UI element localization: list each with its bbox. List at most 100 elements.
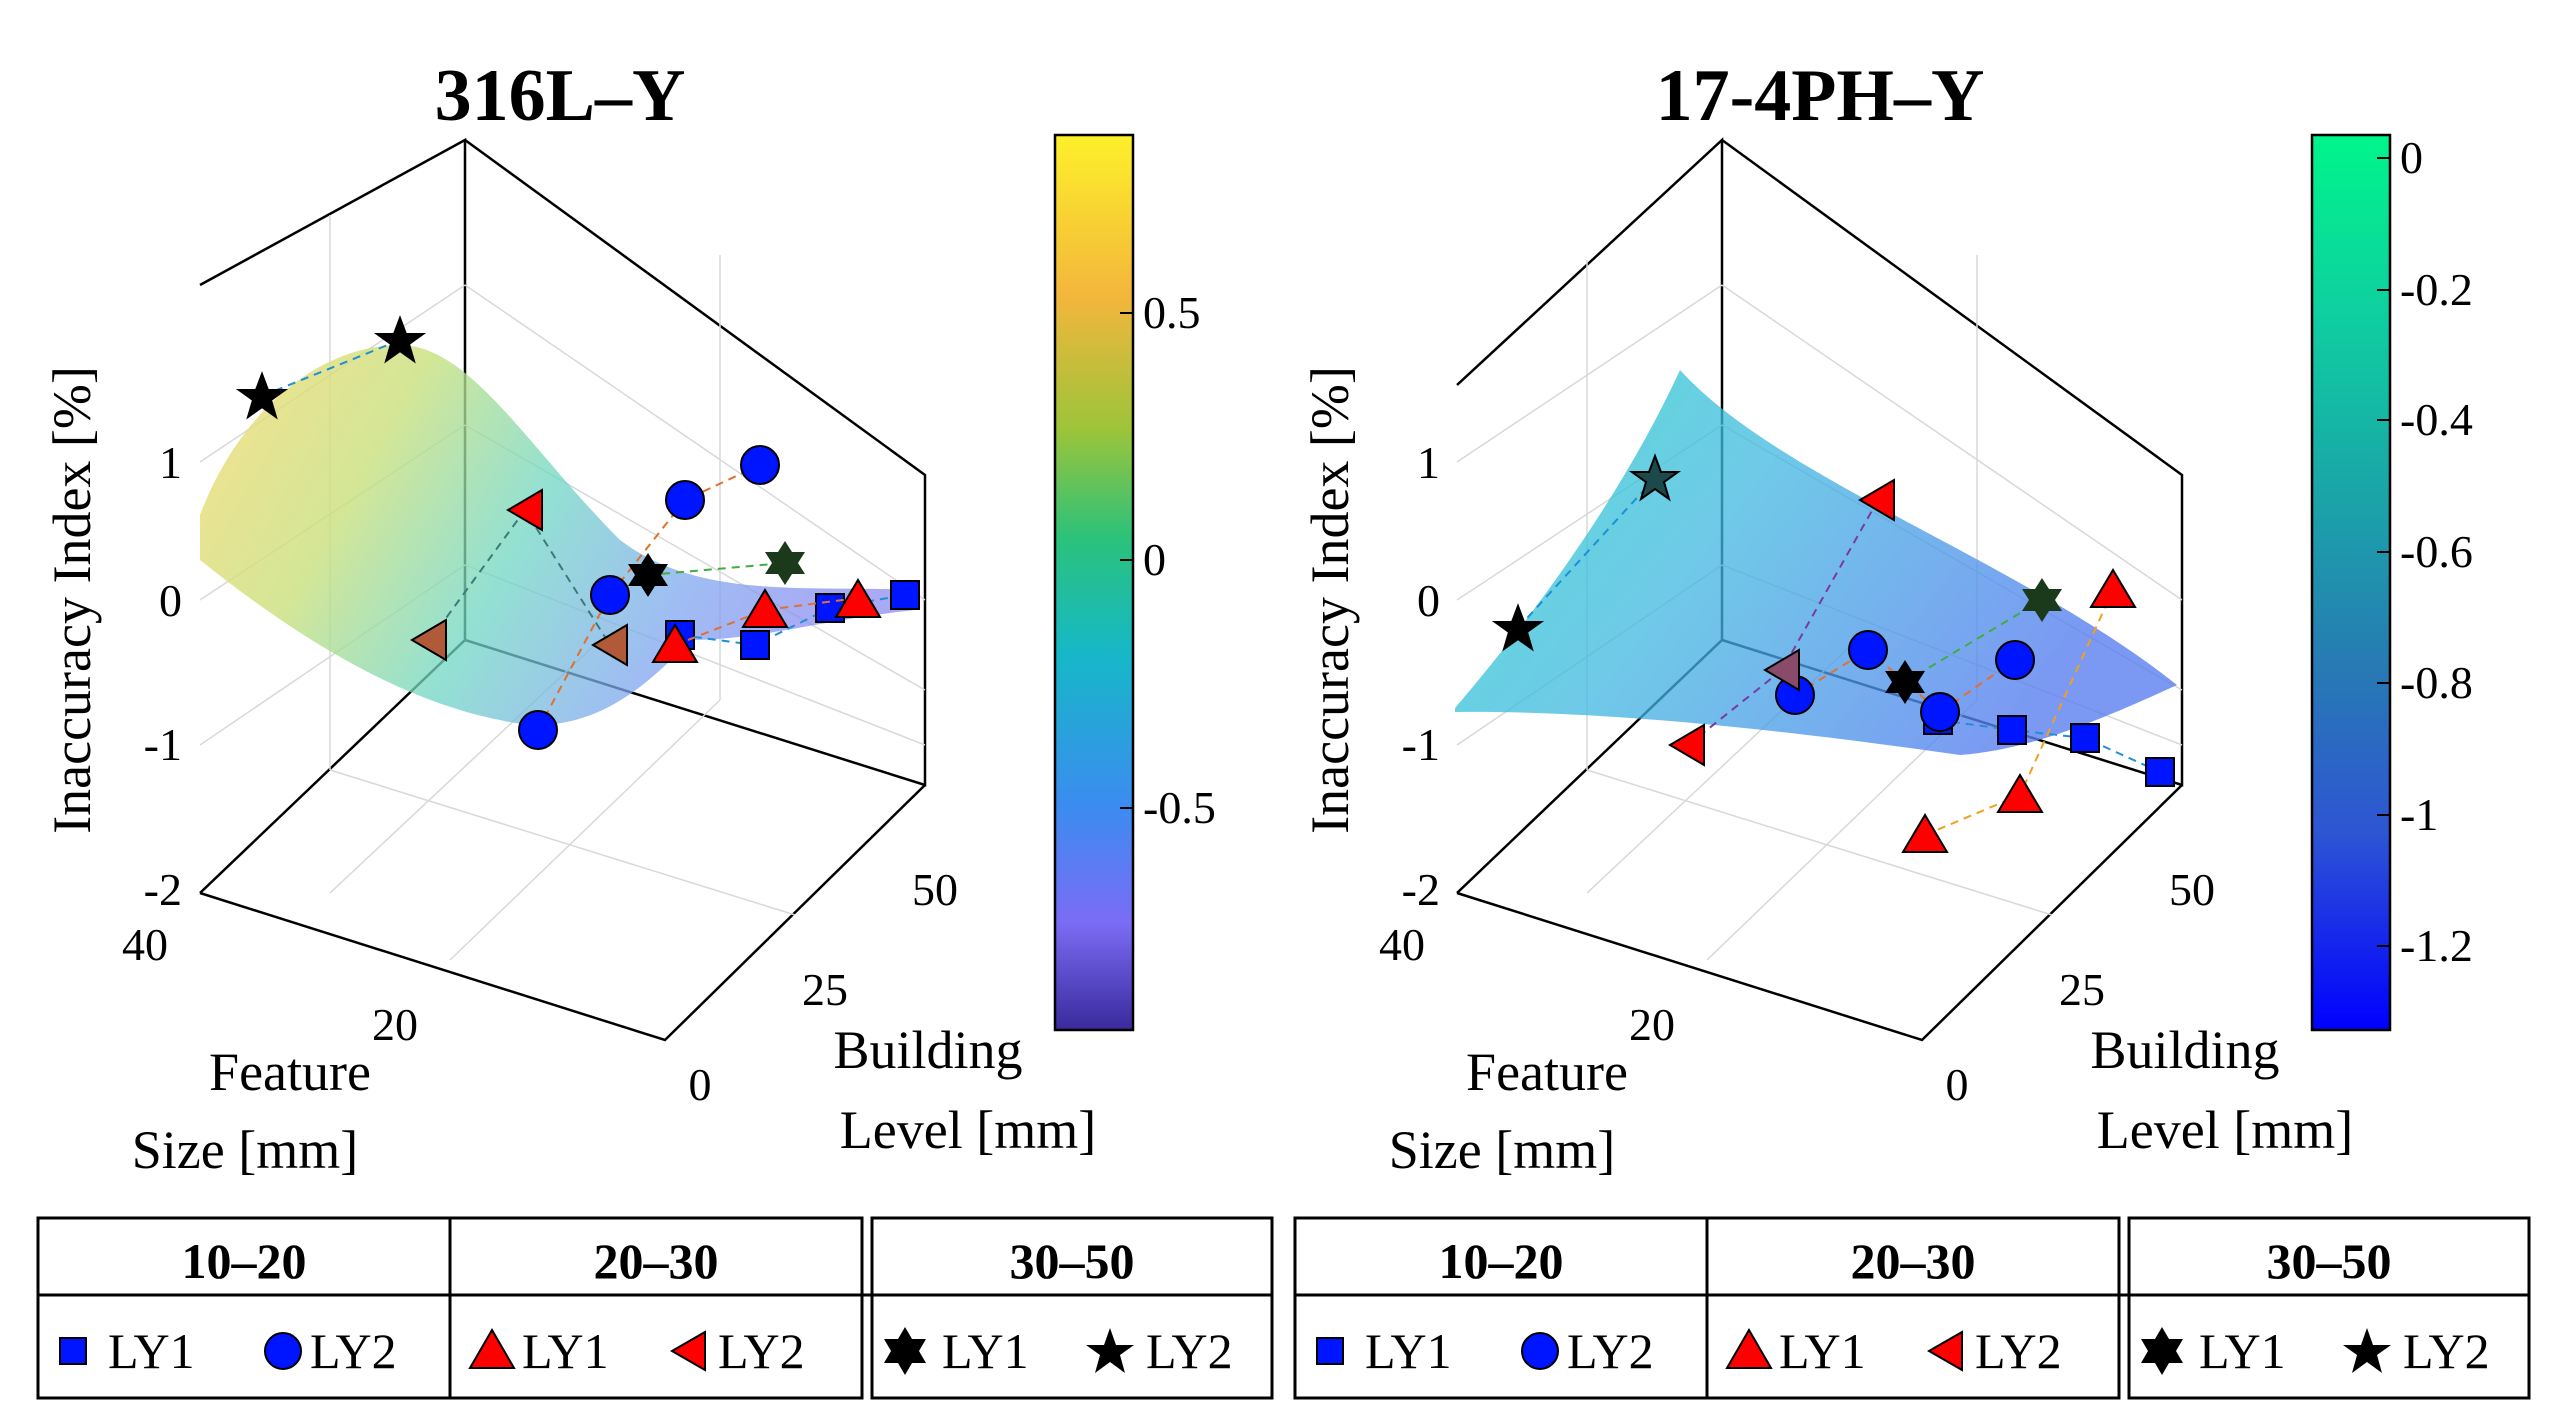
z-tick-label: -2 — [1402, 864, 1440, 915]
back-left-wall-edge — [1456, 137, 1724, 894]
legend-2: 10–20 20–30 30–50 LY1 LY2 LY1 LY2 LY1 LY… — [1293, 1216, 2531, 1400]
colorbar-tick-label: -0.5 — [1143, 782, 1216, 833]
pentagram-marker — [1491, 603, 1545, 652]
triangle-up-marker — [741, 588, 789, 628]
colorbar-tick-label: 0 — [2400, 132, 2423, 183]
feature-tick-label: 20 — [372, 999, 418, 1050]
level-axis-label-line1: Building — [833, 1020, 1022, 1080]
legend-hexagram-marker — [884, 1327, 926, 1375]
chart-title: 17-4PH–Y — [1656, 55, 1985, 137]
legend-label: LY1 — [1365, 1323, 1452, 1379]
triangle-up-marker — [2089, 568, 2137, 608]
legend-circle-marker — [1521, 1332, 1559, 1370]
level-tick-label: 0 — [1946, 1059, 1969, 1110]
feature-axis-label-line1: Feature — [1466, 1042, 1628, 1102]
colorbar-tick-label: -1.2 — [2400, 920, 2473, 971]
legend-label: LY1 — [522, 1323, 609, 1379]
legend-label: LY2 — [1975, 1323, 2062, 1379]
series-connector-line — [1904, 599, 2043, 683]
series-connector-line — [674, 597, 859, 646]
legend-group-title: 20–30 — [1851, 1233, 1976, 1289]
legend-triangle-left-marker — [669, 1330, 706, 1372]
legend-label: LY2 — [718, 1323, 805, 1379]
level-axis-label-line1: Building — [2090, 1020, 2279, 1080]
level-tick-label: 25 — [802, 964, 848, 1015]
legend-group-title: 10–20 — [182, 1233, 307, 1289]
grid-line — [1586, 769, 2053, 916]
floor-edge — [199, 784, 926, 1042]
colorbar-rect — [2310, 133, 2392, 1032]
square-marker — [2070, 723, 2100, 753]
pentagram-marker — [235, 371, 289, 420]
triangle-left-marker — [1763, 648, 1800, 692]
pentagram-marker — [1628, 453, 1682, 502]
feature-axis-label-line2: Size [mm] — [1389, 1120, 1615, 1180]
fitted-surface — [1455, 370, 2177, 755]
triangle-left-marker — [410, 618, 447, 662]
z-tick-label: 1 — [1417, 437, 1440, 488]
colorbar-tick-label: -1 — [2400, 789, 2438, 840]
circle-marker — [590, 575, 630, 615]
triangle-up-marker — [651, 623, 699, 663]
square-marker — [2145, 757, 2175, 787]
legend-label: LY2 — [1146, 1323, 1233, 1379]
legend-label: LY1 — [108, 1323, 195, 1379]
grid-line — [329, 769, 796, 916]
level-tick-label: 0 — [689, 1059, 712, 1110]
legend-pentagram-marker — [2343, 1328, 2391, 1373]
level-axis-label-line2: Level [mm] — [840, 1100, 1096, 1160]
triangle-up-marker — [834, 578, 882, 618]
colorbar-tick-label: -0.2 — [2400, 264, 2473, 315]
chart-title: 316L–Y — [435, 55, 686, 137]
colorbar-1: 0.5 0 -0.5 — [1053, 133, 1216, 1032]
legend-label: LY2 — [310, 1323, 397, 1379]
pentagram-marker — [373, 315, 427, 364]
series-connector-line — [647, 562, 786, 576]
legend-label: LY1 — [1779, 1323, 1866, 1379]
legend-box — [2127, 1216, 2531, 1400]
legend-box — [870, 1216, 1274, 1400]
legend-group-title: 30–50 — [2267, 1233, 2392, 1289]
colorbar-tick-label: 0.5 — [1143, 287, 1201, 338]
square-marker — [890, 580, 920, 610]
feature-tick-label: 20 — [1629, 999, 1675, 1050]
colorbar-2: 0 -0.2 -0.4 -0.6 -0.8 -1 -1.2 — [2310, 132, 2473, 1032]
z-axis-ticks: 1 0 -1 -2 — [1402, 437, 1440, 915]
circle-marker — [1920, 692, 1960, 732]
legend-box — [1705, 1216, 2121, 1400]
panel-316L: 316L–Y 1 0 -1 -2 Inacc — [36, 55, 1274, 1400]
circle-marker — [518, 710, 558, 750]
triangle-up-marker — [1901, 813, 1949, 853]
z-tick-label: 1 — [159, 437, 182, 488]
triangle-left-marker — [506, 488, 543, 532]
grid-line — [1721, 284, 2183, 601]
colorbar-rect — [1053, 133, 1135, 1032]
legend-hexagram-marker — [2141, 1327, 2183, 1375]
triangle-left-marker — [1668, 723, 1705, 767]
feature-tick-label: 40 — [1379, 919, 1425, 970]
z-tick-label: 0 — [159, 575, 182, 626]
hexagram-marker — [1885, 660, 1925, 704]
legend-square-marker — [59, 1337, 87, 1365]
legend-pentagram-marker — [1086, 1328, 1134, 1373]
legend-label: LY1 — [2199, 1323, 2286, 1379]
z-tick-label: -1 — [144, 719, 182, 770]
triangle-left-marker — [591, 623, 628, 667]
series-markers — [1491, 453, 2175, 853]
level-tick-label: 50 — [912, 864, 958, 915]
circle-marker — [1995, 640, 2035, 680]
legend-label: LY2 — [1567, 1323, 1654, 1379]
z-axis-label: Inaccuracy Index [%] — [42, 366, 102, 834]
legend-square-marker — [1316, 1337, 1344, 1365]
level-axis-label-line2: Level [mm] — [2097, 1100, 2353, 1160]
z-tick-label: 0 — [1417, 575, 1440, 626]
colorbar-tick-label: -0.4 — [2400, 394, 2473, 445]
series-connector-line — [261, 339, 401, 397]
legend-circle-marker — [264, 1332, 302, 1370]
legend-triangle-left-marker — [1926, 1330, 1963, 1372]
legend-label: LY1 — [942, 1323, 1029, 1379]
square-marker — [740, 630, 770, 660]
triangle-up-marker — [1996, 773, 2044, 813]
grid-line — [1456, 284, 1723, 463]
legend-label: LY2 — [2403, 1323, 2490, 1379]
